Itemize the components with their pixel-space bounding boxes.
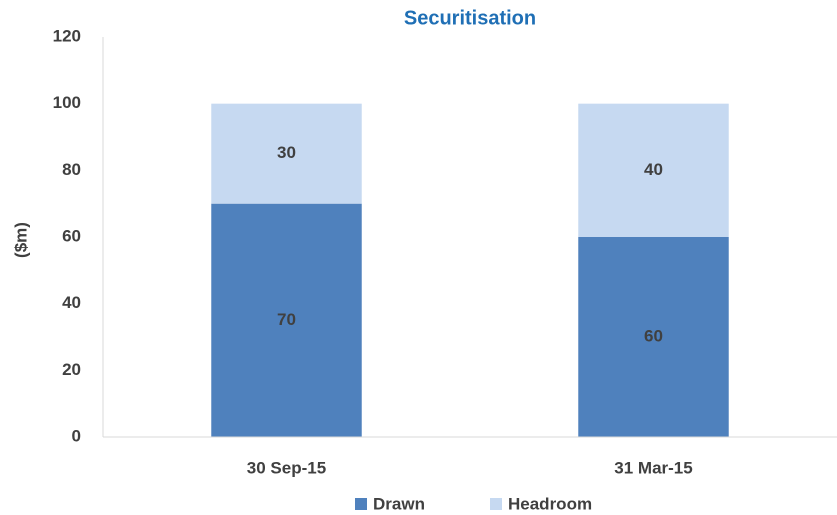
y-tick-label: 80: [62, 160, 81, 179]
bar-segment: [578, 237, 729, 437]
data-label: 70: [277, 310, 296, 329]
y-axis-label: ($m): [11, 222, 30, 258]
y-tick-label: 60: [62, 226, 81, 245]
chart-title: Securitisation: [404, 7, 536, 29]
bar-segment: [211, 103, 362, 204]
y-tick-label: 0: [72, 426, 81, 445]
data-label: 30: [277, 143, 296, 162]
x-tick-label: 31 Mar-15: [614, 458, 692, 477]
legend-label: Drawn: [373, 494, 425, 513]
y-tick-label: 120: [53, 26, 81, 45]
legend-swatch: [355, 498, 367, 510]
legend-label: Headroom: [508, 494, 592, 513]
y-tick-label: 100: [53, 93, 81, 112]
bar-segment: [578, 103, 729, 238]
legend-swatch: [490, 498, 502, 510]
y-tick-label: 40: [62, 293, 81, 312]
y-tick-label: 20: [62, 360, 81, 379]
x-tick-label: 30 Sep-15: [247, 458, 326, 477]
data-label: 60: [644, 326, 663, 345]
bar-segment: [211, 203, 362, 437]
data-label: 40: [644, 160, 663, 179]
